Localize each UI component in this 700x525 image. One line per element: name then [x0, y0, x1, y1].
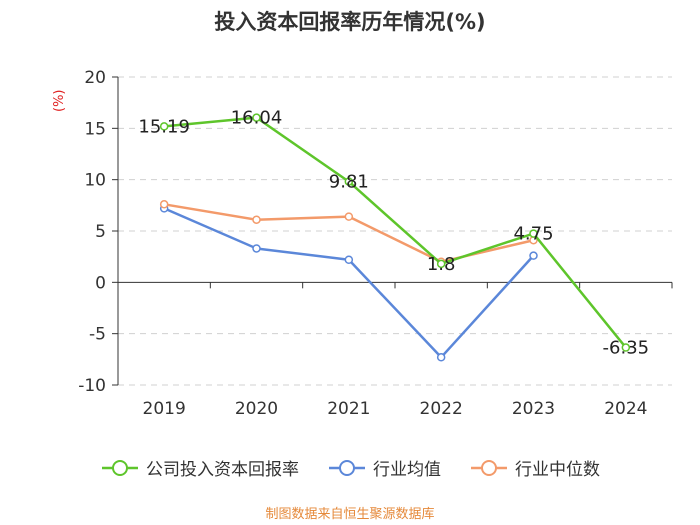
data-point	[529, 251, 538, 260]
legend-line-circle-icon	[329, 459, 365, 476]
legend-item[interactable]: 行业均值	[327, 455, 441, 480]
legend-label: 行业中位数	[515, 460, 600, 480]
y-tick-label: 0	[95, 273, 106, 293]
legend-label: 公司投入资本回报率	[146, 460, 299, 480]
data-point	[436, 259, 446, 269]
data-point	[344, 255, 354, 264]
y-tick-label: 20	[84, 68, 106, 88]
data-source-footer: 制图数据来自恒生聚源数据库	[265, 507, 435, 522]
x-tick-label: 2024	[604, 399, 647, 419]
data-point	[252, 113, 261, 122]
data-point	[621, 343, 631, 352]
data-label: 16.04	[231, 108, 283, 129]
data-point	[529, 229, 538, 238]
y-tick-label: 10	[84, 171, 106, 191]
data-label: 1.8	[427, 254, 456, 275]
data-point	[344, 177, 354, 186]
series-line	[164, 116, 627, 349]
x-tick-label: 2021	[327, 399, 370, 419]
y-tick-label: -10	[78, 376, 106, 396]
data-point	[344, 212, 354, 221]
data-label: 4.75	[513, 224, 553, 245]
legend: 公司投入资本回报率 行业均值 行业中位数	[0, 455, 700, 480]
data-label: 9.81	[329, 172, 369, 193]
legend-line-circle-icon	[471, 459, 507, 476]
x-tick-label: 2023	[512, 399, 555, 419]
x-tick-label: 2020	[235, 399, 278, 419]
y-tick-label: 5	[95, 222, 106, 242]
data-label: 15.19	[138, 116, 190, 137]
data-label: -6.35	[603, 338, 650, 359]
x-tick-label: 2022	[420, 399, 463, 419]
legend-line-circle-icon	[102, 459, 138, 476]
legend-item[interactable]: 公司投入资本回报率	[100, 455, 299, 480]
data-point	[159, 200, 169, 209]
data-point	[252, 244, 261, 253]
x-tick-label: 2019	[143, 399, 186, 419]
legend-label: 行业均值	[373, 460, 441, 480]
data-point	[436, 353, 446, 362]
data-point	[252, 215, 261, 224]
y-tick-label: 15	[84, 119, 106, 139]
line-chart: 20 15 10 5 0 -5 -10 2019 2020 2021 2022 2023 2024 15.…	[78, 68, 673, 419]
data-point	[159, 122, 169, 131]
y-tick-label: -5	[89, 325, 106, 345]
chart-title: 投入资本回报率历年情况(%)	[214, 10, 486, 34]
legend-item[interactable]: 行业中位数	[469, 455, 600, 480]
